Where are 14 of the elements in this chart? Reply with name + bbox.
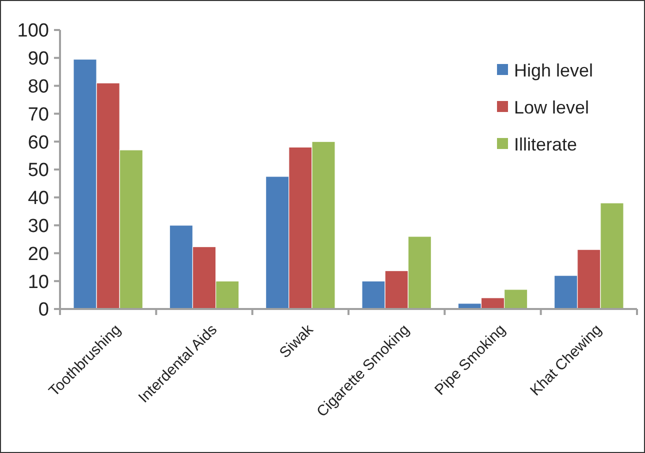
y-tick-label: 60	[28, 132, 49, 154]
legend-label: Low level	[514, 97, 590, 118]
y-tick-label: 100	[17, 20, 49, 42]
legend-label: Illiterate	[514, 134, 578, 154]
y-tick-label: 70	[28, 104, 49, 126]
y-tick-label: 90	[28, 48, 49, 70]
y-tick-label: 50	[28, 160, 49, 182]
y-tick-label: 30	[28, 216, 49, 237]
legend-label: High level	[514, 60, 594, 80]
y-tick-label: 10	[28, 272, 49, 293]
y-tick-label: 20	[28, 244, 49, 265]
y-tick-label: 40	[28, 188, 49, 210]
y-tick-label: 80	[28, 76, 49, 98]
y-tick-label: 0	[38, 300, 49, 321]
